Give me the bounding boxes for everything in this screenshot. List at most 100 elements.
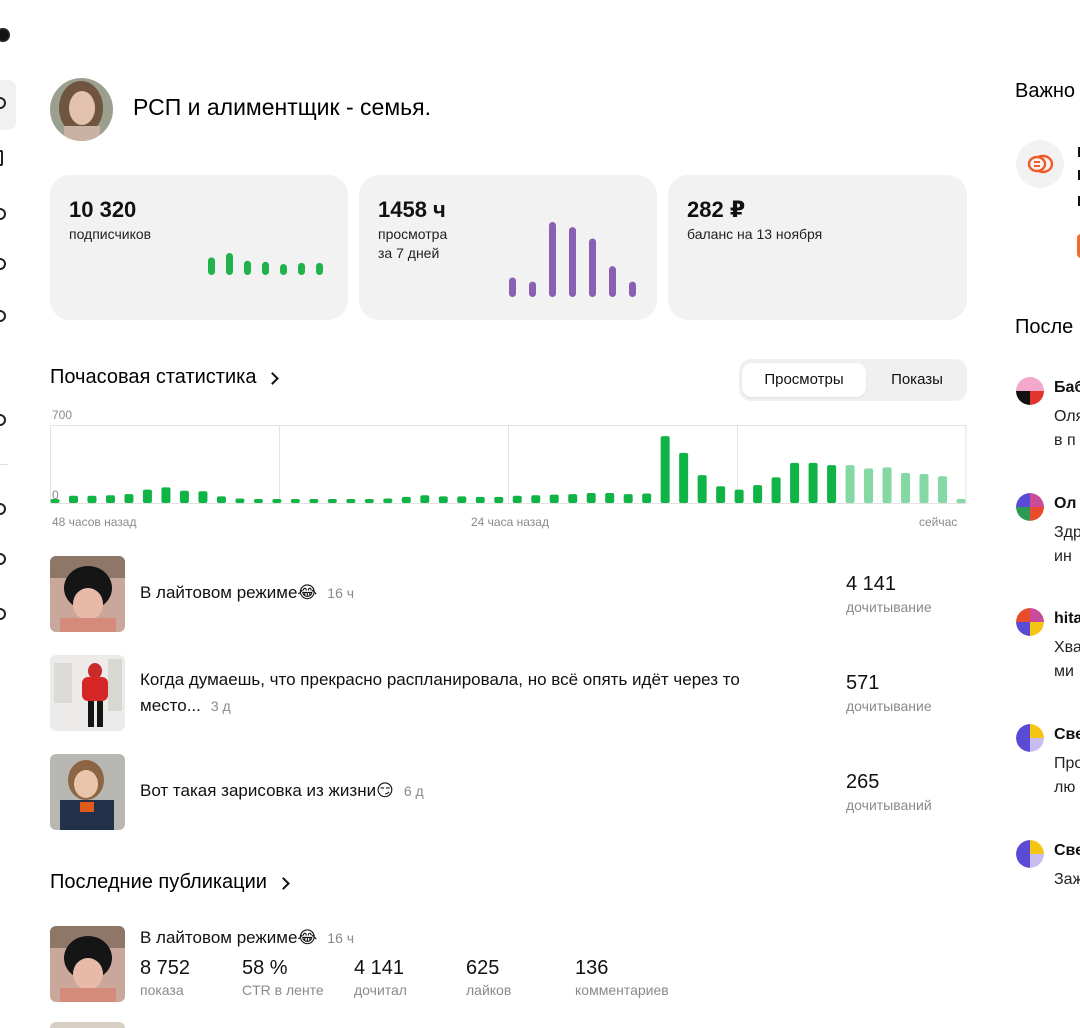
hourly-bar — [216, 496, 226, 503]
hourly-bar — [938, 476, 948, 503]
commenter-name[interactable]: Ол — [1054, 495, 1077, 512]
sparkline-bar — [589, 238, 596, 297]
metric-comments: 136 комментариев — [575, 956, 669, 1000]
hourly-bar — [549, 494, 559, 503]
next-publication-thumbnail[interactable] — [50, 1022, 125, 1028]
commenter-avatar[interactable] — [1016, 840, 1044, 868]
hourly-bar — [68, 495, 78, 503]
nav-logo-icon[interactable] — [0, 28, 10, 42]
sparkline-bar — [509, 277, 516, 297]
nav-settings-icon[interactable] — [0, 503, 6, 515]
x-axis-end: сейчас — [919, 515, 958, 529]
latest-publications-title: Последние публикации — [50, 871, 267, 893]
post-text: Вот такая зарисовка из жизни😏 6 д — [140, 778, 800, 804]
hourly-bar — [660, 436, 670, 503]
hourly-bar — [87, 495, 97, 503]
nav-help-icon[interactable] — [0, 553, 6, 565]
hourly-bar — [383, 498, 393, 503]
hourly-chart: 700 0 — [50, 405, 968, 535]
popular-post-1[interactable]: В лайтовом режиме😂 16 ч 4 141 дочитывание — [50, 556, 968, 632]
hourly-bar — [124, 494, 134, 503]
hourly-bar — [142, 489, 152, 503]
commenter-avatar[interactable] — [1016, 724, 1044, 752]
nav-comments-icon[interactable] — [0, 208, 6, 220]
subscribers-sparkline — [208, 253, 323, 275]
nav-tools-icon[interactable] — [0, 414, 6, 426]
commenter-avatar[interactable] — [1016, 377, 1044, 405]
nav-search-icon[interactable] — [0, 608, 6, 620]
nav-stats-icon[interactable] — [0, 97, 6, 109]
subscribers-card[interactable]: 10 320 подписчиков — [50, 175, 348, 320]
hourly-bar — [272, 499, 282, 503]
comment-text: ми — [1054, 663, 1074, 680]
views-hours: 1458 ч — [378, 197, 446, 222]
views-card[interactable]: 1458 ч просмотра за 7 дней — [359, 175, 657, 320]
subscribers-count: 10 320 — [69, 197, 137, 222]
post-age: 16 ч — [327, 585, 355, 601]
chevron-right-icon — [277, 876, 290, 890]
sparkline-bar — [298, 262, 305, 275]
metric-impressions: 8 752 показа — [140, 956, 190, 1000]
tab-impressions[interactable]: Показы — [891, 371, 943, 388]
comment-text: Заж — [1054, 871, 1080, 888]
sparkline-bar — [208, 257, 215, 275]
hourly-bar — [901, 472, 911, 503]
sparkline-bar — [529, 281, 536, 297]
views-label: просмотра за 7 дней — [378, 225, 447, 263]
post-read-count: 265 — [846, 771, 880, 793]
commenter-name[interactable]: Све — [1054, 842, 1080, 859]
metric-value: 136 — [575, 957, 609, 979]
chevron-right-icon — [266, 371, 280, 385]
hourly-bar — [697, 475, 707, 503]
hourly-bar — [679, 452, 689, 503]
tab-views[interactable]: Просмотры — [742, 363, 866, 397]
hourly-bar — [161, 487, 171, 503]
hourly-bar — [845, 465, 855, 503]
metric-value: 8 752 — [140, 957, 191, 979]
hourly-bar — [420, 495, 430, 503]
nav-publications-icon[interactable] — [0, 150, 3, 166]
hourly-bar — [919, 474, 929, 503]
latest-publication-row[interactable]: В лайтовом режиме😂 16 ч 8 752 показа 58 %… — [50, 926, 968, 1002]
cut-orange-button[interactable] — [1077, 234, 1080, 258]
subscribers-label: подписчиков — [69, 226, 152, 242]
sparkline-bar — [280, 264, 287, 275]
sparkline-bar — [226, 253, 233, 275]
post-read-label: дочитывание — [846, 698, 932, 714]
nav-money-icon[interactable] — [0, 258, 6, 270]
comment-text: Здр — [1054, 524, 1080, 541]
important-title: Важно — [1015, 80, 1076, 102]
comment-text: Хва — [1054, 639, 1080, 656]
balance-card[interactable]: 282 ₽ баланс на 13 ноября — [668, 175, 967, 320]
channel-avatar[interactable] — [50, 78, 113, 141]
post-read-count: 571 — [846, 672, 880, 694]
sparkline-bar — [549, 222, 556, 297]
commenter-name[interactable]: Све — [1054, 726, 1080, 743]
hourly-bar — [327, 499, 337, 503]
hourly-bar — [531, 495, 541, 503]
metric-reads: 4 141 дочитал — [354, 956, 407, 1000]
hourly-chart-svg: 700 0 — [50, 408, 967, 504]
post-read-label: дочитываний — [846, 797, 932, 813]
latest-publications-link[interactable]: Последние публикации — [50, 871, 290, 894]
hourly-stats-link[interactable]: Почасовая статистика — [50, 366, 280, 389]
popular-post-3[interactable]: Вот такая зарисовка из жизни😏 6 д 265 доч… — [50, 754, 968, 830]
commenter-avatar[interactable] — [1016, 608, 1044, 636]
nav-promo-icon[interactable] — [0, 310, 6, 322]
hourly-bar — [882, 467, 892, 503]
hourly-bar — [494, 496, 504, 503]
commenter-name[interactable]: Баб — [1054, 379, 1080, 396]
hourly-bar — [512, 495, 522, 503]
publication-thumbnail — [50, 926, 125, 1002]
x-axis-start: 48 часов назад — [52, 515, 137, 529]
sparkline-bar — [609, 266, 616, 297]
commenter-name[interactable]: hita — [1054, 610, 1080, 627]
sparkline-bar — [316, 262, 323, 275]
popular-post-2[interactable]: Когда думаешь, что прекрасно распланиров… — [50, 655, 968, 731]
hourly-bar — [642, 493, 652, 503]
post-thumbnail — [50, 556, 125, 632]
balance-value: 282 ₽ — [687, 197, 746, 222]
comment-text: ин — [1054, 548, 1072, 565]
hourly-bar — [198, 491, 208, 503]
commenter-avatar[interactable] — [1016, 493, 1044, 521]
